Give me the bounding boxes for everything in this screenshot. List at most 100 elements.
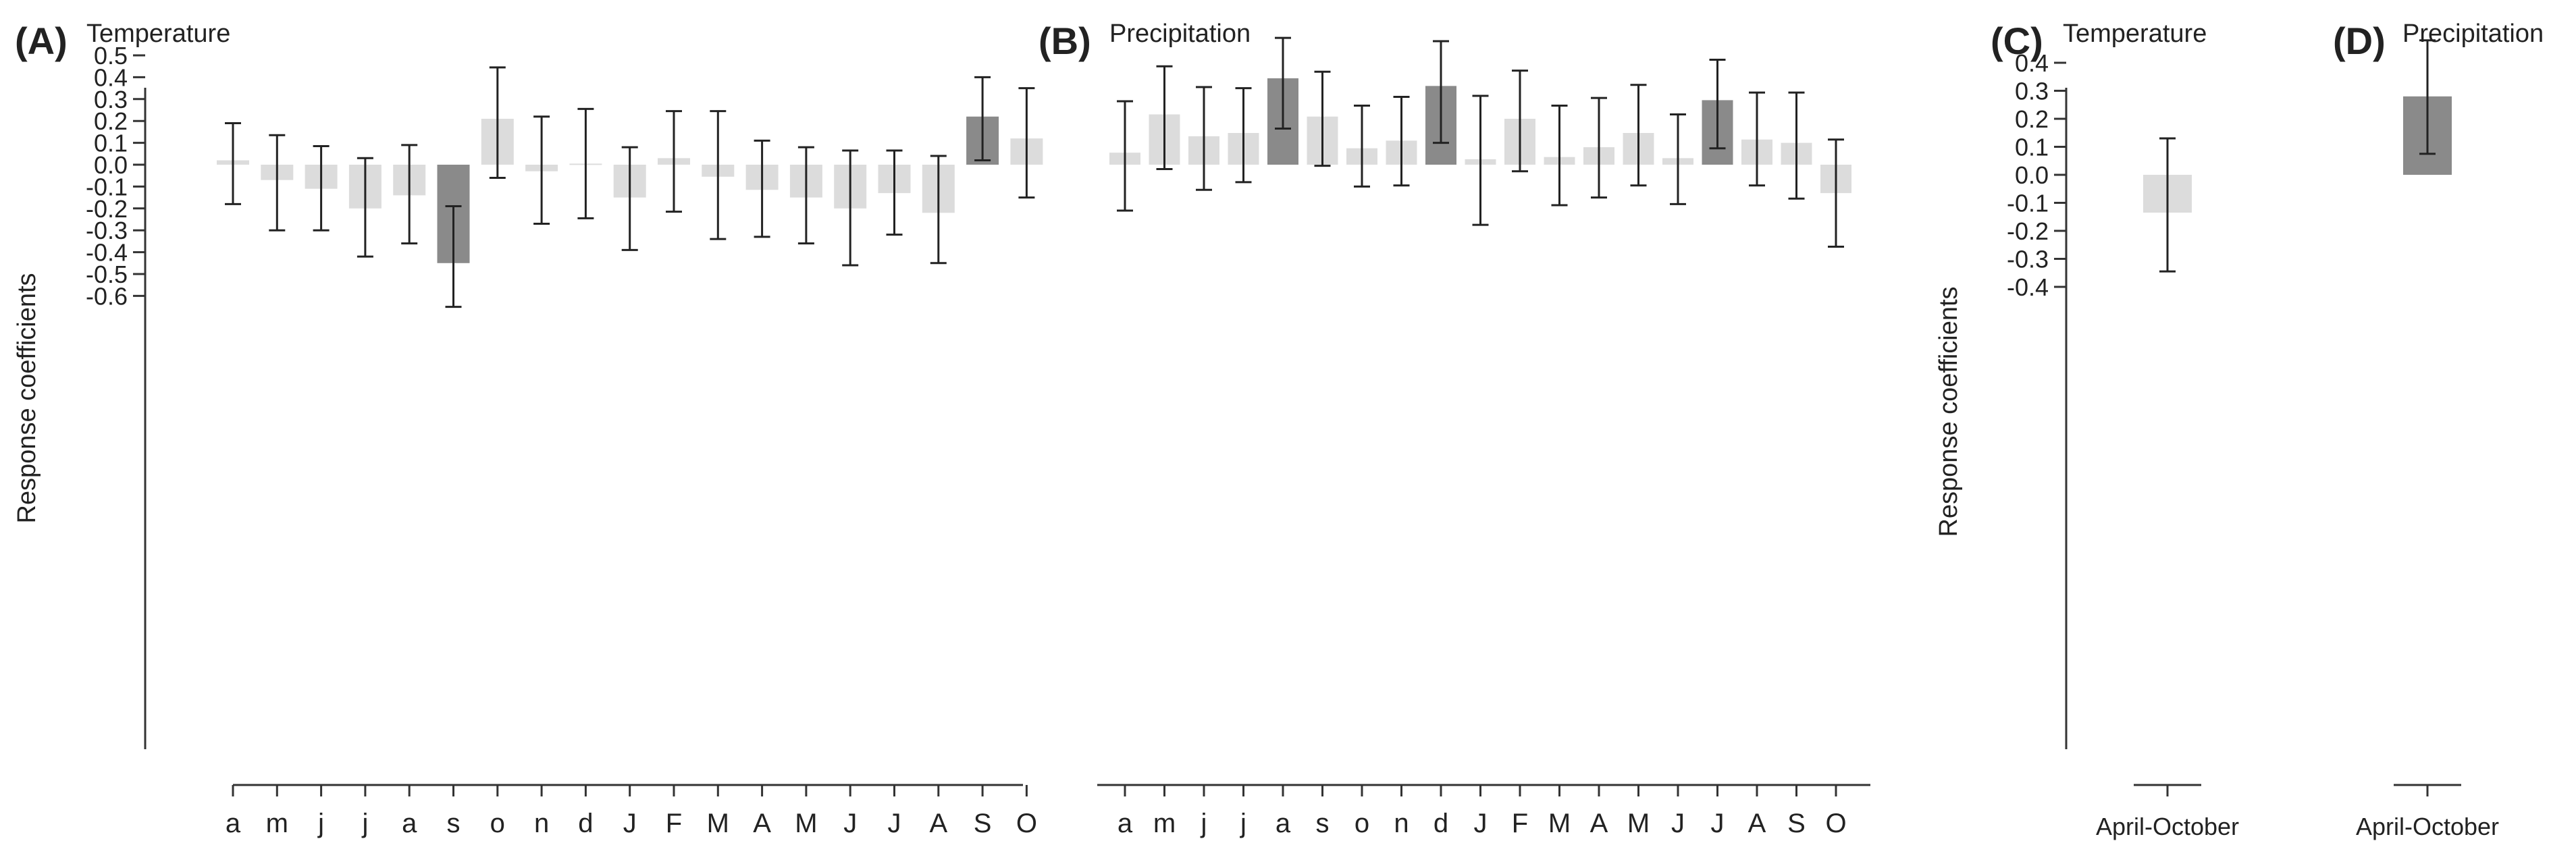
error-bar-b-0 (1117, 100, 1133, 212)
y-tick-label: 0.0 (2015, 161, 2049, 189)
x-tick-label-b-13: M (1627, 809, 1650, 838)
x-tick-label-c-0: April-October (2096, 813, 2239, 840)
error-bar-b-13 (1630, 84, 1647, 187)
x-tick-label-b-2: j (1201, 809, 1207, 838)
x-tick-label-a-6: o (490, 809, 505, 838)
panel-c-title: Temperature (2063, 20, 2207, 48)
y-tick-label: -0.2 (2007, 217, 2049, 245)
error-bar-a-2 (313, 144, 330, 232)
error-bar-a-14 (842, 149, 859, 267)
error-bar-b-16 (1749, 91, 1765, 187)
error-bar-b-5 (1314, 70, 1331, 167)
error-bar-b-9 (1472, 94, 1489, 226)
y-tick-label: -0.2 (86, 195, 128, 223)
x-tick-label-a-14: J (843, 809, 857, 838)
x-tick-label-a-2: j (317, 809, 324, 838)
error-bar-a-7 (533, 115, 550, 225)
y-tick-label: 0.4 (94, 63, 128, 91)
error-bar-a-11 (710, 110, 727, 240)
x-tick-label-a-11: M (707, 809, 729, 838)
y-tick-label: -0.1 (86, 173, 128, 200)
panel-b-title: Precipitation (1109, 20, 1251, 48)
x-tick-label-a-13: M (795, 809, 817, 838)
x-tick-label-b-8: d (1434, 809, 1448, 838)
error-bar-a-5 (445, 205, 462, 308)
error-bar-a-1 (269, 134, 286, 232)
panel-a-label: (A) (15, 20, 68, 62)
error-bar-b-4 (1275, 36, 1291, 130)
x-tick-label-a-12: A (753, 809, 771, 838)
error-bar-b-17 (1788, 91, 1805, 200)
error-bar-a-12 (754, 139, 770, 238)
x-tick-label-b-1: m (1153, 809, 1176, 838)
x-tick-label-d-0: April-October (2356, 813, 2499, 840)
error-bar-b-18 (1828, 138, 1844, 248)
error-bar-b-6 (1354, 105, 1370, 188)
y-tick-label: 0.1 (94, 130, 128, 157)
x-tick-label-b-14: J (1671, 809, 1685, 838)
error-bar-b-10 (1512, 70, 1528, 173)
error-bar-a-0 (225, 121, 241, 205)
x-tick-label-b-9: J (1474, 809, 1488, 838)
y-tick-label: -0.6 (86, 282, 128, 310)
y-axis-title-cd: Response coefficients (1935, 286, 1963, 537)
x-tick-label-b-12: A (1590, 809, 1608, 838)
y-tick-label: -0.1 (2007, 190, 2049, 217)
x-tick-label-b-16: A (1748, 809, 1766, 838)
error-bar-b-2 (1196, 86, 1212, 191)
x-tick-label-b-18: O (1825, 809, 1846, 838)
panel-b-label: (B) (1039, 20, 1091, 62)
panel-c-label: (C) (1991, 20, 2043, 62)
x-ticks (232, 785, 2429, 796)
x-tick-label-b-6: o (1355, 809, 1369, 838)
x-tick-label-a-5: s (447, 809, 461, 838)
error-bar-a-15 (886, 149, 903, 236)
x-tick-label-a-3: j (361, 809, 368, 838)
y-tick-label: -0.3 (86, 217, 128, 244)
error-bar-b-12 (1591, 97, 1607, 199)
y-tick-label: -0.4 (2007, 273, 2049, 301)
x-tick-label-a-9: J (623, 809, 637, 838)
x-tick-label-a-10: F (666, 809, 682, 838)
error-bar-b-15 (1709, 58, 1726, 150)
error-bar-a-4 (401, 144, 418, 245)
y-tick-label: -0.3 (2007, 246, 2049, 273)
x-tick-label-b-11: M (1548, 809, 1571, 838)
y-tick-label: 0.5 (94, 42, 128, 70)
error-bar-d-0 (2419, 39, 2436, 155)
x-tick-label-b-15: J (1711, 809, 1725, 838)
y-ticks: -0.6-0.5-0.4-0.3-0.2-0.10.00.10.20.30.40… (86, 42, 2066, 310)
panel-a-title: Temperature (86, 20, 230, 48)
bars (217, 78, 2452, 263)
panel-d-title: Precipitation (2402, 20, 2544, 48)
error-bar-a-13 (797, 146, 814, 245)
x-tick-label-a-18: O (1016, 809, 1037, 838)
error-bar-b-3 (1235, 87, 1252, 184)
error-bar-b-14 (1670, 113, 1686, 205)
x-tick-label-a-7: n (534, 809, 549, 838)
y-tick-label: 0.1 (2015, 134, 2049, 161)
error-bar-b-8 (1433, 40, 1449, 144)
x-tick-label-b-3: j (1240, 809, 1246, 838)
x-tick-label-b-17: S (1787, 809, 1806, 838)
x-tick-label-a-16: A (929, 809, 947, 838)
x-tick-label-a-17: S (974, 809, 992, 838)
error-bar-c-0 (2159, 137, 2176, 273)
error-bars (225, 36, 2436, 308)
y-tick-label: 0.2 (2015, 105, 2049, 133)
error-bar-a-3 (357, 157, 373, 258)
error-bar-a-16 (930, 155, 947, 265)
y-tick-label: 0.3 (94, 86, 128, 113)
y-tick-label: 0.3 (2015, 78, 2049, 105)
x-tick-label-a-15: J (888, 809, 901, 838)
panel-d-label: (D) (2333, 20, 2386, 62)
y-tick-label: -0.4 (86, 239, 128, 267)
error-bar-a-6 (489, 66, 506, 179)
y-axis-title-ab: Response coefficients (13, 273, 41, 523)
x-tick-label-a-8: d (578, 809, 593, 838)
y-tick-label: 0.0 (94, 151, 128, 179)
y-tick-label: 0.4 (2015, 49, 2049, 77)
x-tick-label-a-1: m (266, 809, 288, 838)
x-tick-label-b-5: s (1316, 809, 1330, 838)
